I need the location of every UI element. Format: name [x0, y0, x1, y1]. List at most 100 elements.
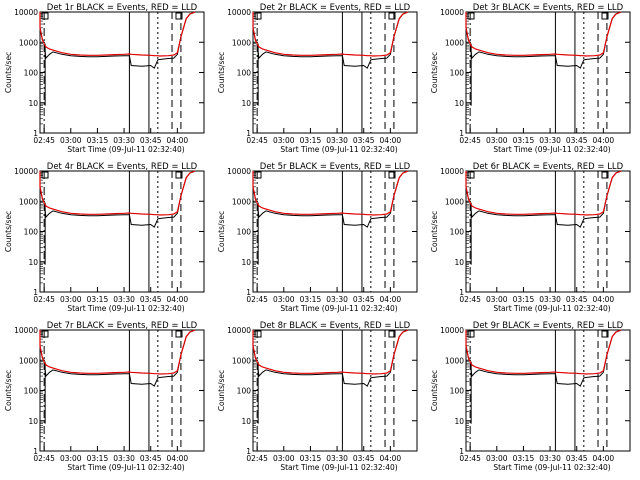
x-tick-label: 03:45 [353, 454, 375, 463]
y-tick-label: 10 [454, 258, 464, 267]
y-tick-label: 100 [237, 387, 252, 396]
y-tick-label: 10000 [440, 8, 464, 17]
lld-series-line [252, 170, 409, 216]
x-tick-label: 04:00 [167, 295, 189, 304]
top-marker [175, 330, 183, 338]
x-tick-label: 02:45 [33, 295, 55, 304]
x-tick-label: 03:30 [326, 136, 348, 145]
x-tick-label: 03:45 [353, 295, 375, 304]
y-tick-label: 100 [450, 387, 465, 396]
y-tick-label: 1 [459, 447, 464, 456]
y-tick-label: 100 [450, 69, 465, 78]
plot-frame [252, 170, 418, 293]
lld-series-line [39, 170, 196, 216]
y-tick-label: 10000 [14, 167, 38, 176]
top-marker [601, 330, 609, 338]
plot-frame [465, 170, 631, 293]
y-axis-label: Counts/sec [4, 211, 13, 252]
x-tick-label: 03:30 [113, 454, 135, 463]
plot-frame [39, 329, 205, 452]
x-tick-label: 03:30 [113, 136, 135, 145]
x-tick-label: 04:00 [380, 454, 402, 463]
x-tick-label: 03:30 [113, 295, 135, 304]
x-tick-label: 03:45 [140, 295, 162, 304]
lld-series-line [252, 11, 409, 57]
top-marker [467, 12, 475, 20]
y-tick-label: 10000 [14, 8, 38, 17]
detector-panel: Det 9r BLACK = Events, RED = LLD10000100… [430, 321, 631, 472]
y-axis-label: Counts/sec [430, 370, 439, 411]
x-tick-label: 03:30 [326, 295, 348, 304]
x-tick-label: 03:00 [60, 136, 82, 145]
y-tick-label: 1000 [19, 356, 38, 365]
top-marker [254, 330, 262, 338]
x-tick-label: 02:45 [246, 295, 268, 304]
y-tick-label: 1 [459, 129, 464, 138]
panel-title: Det 7r BLACK = Events, RED = LLD [47, 321, 198, 331]
x-axis-label: Start Time (09-Jul-11 02:32:40) [493, 463, 610, 472]
y-tick-label: 10 [28, 258, 38, 267]
x-tick-label: 03:15 [513, 295, 535, 304]
x-tick-label: 03:15 [87, 454, 109, 463]
y-tick-label: 10000 [440, 326, 464, 335]
y-tick-label: 1000 [232, 197, 251, 206]
y-tick-label: 10000 [227, 8, 251, 17]
x-axis-label: Start Time (09-Jul-11 02:32:40) [493, 304, 610, 313]
top-marker [175, 12, 183, 20]
detector-panel: Det 4r BLACK = Events, RED = LLD10000100… [4, 162, 205, 313]
detector-panel: Det 5r BLACK = Events, RED = LLD10000100… [217, 162, 418, 313]
events-series-line [465, 329, 622, 387]
y-tick-label: 10 [241, 417, 251, 426]
x-tick-label: 04:00 [593, 454, 615, 463]
x-tick-label: 03:45 [140, 136, 162, 145]
x-tick-label: 03:30 [539, 136, 561, 145]
events-series-line [465, 11, 622, 69]
y-axis-label: Counts/sec [4, 370, 13, 411]
top-marker [175, 171, 183, 179]
plot-frame [252, 11, 418, 134]
panel-title: Det 2r BLACK = Events, RED = LLD [260, 3, 411, 13]
y-tick-label: 10 [28, 99, 38, 108]
x-tick-label: 03:45 [566, 454, 588, 463]
x-tick-label: 03:00 [486, 454, 508, 463]
y-tick-label: 10 [454, 99, 464, 108]
detector-panel: Det 3r BLACK = Events, RED = LLD10000100… [430, 3, 631, 154]
y-tick-label: 1 [246, 447, 251, 456]
y-tick-label: 100 [237, 228, 252, 237]
top-marker [254, 171, 262, 179]
x-tick-label: 04:00 [593, 295, 615, 304]
detector-panel: Det 8r BLACK = Events, RED = LLD10000100… [217, 321, 418, 472]
y-tick-label: 100 [24, 387, 39, 396]
x-axis-label: Start Time (09-Jul-11 02:32:40) [280, 463, 397, 472]
y-tick-label: 1000 [232, 38, 251, 47]
y-tick-label: 1000 [19, 197, 38, 206]
lld-series-line [252, 329, 409, 375]
panel-title: Det 4r BLACK = Events, RED = LLD [47, 162, 198, 172]
y-axis-label: Counts/sec [430, 52, 439, 93]
events-series-line [39, 11, 196, 69]
events-series-line [252, 11, 409, 69]
top-marker [388, 12, 396, 20]
y-tick-label: 1 [459, 288, 464, 297]
panel-title: Det 8r BLACK = Events, RED = LLD [260, 321, 411, 331]
y-tick-label: 100 [450, 228, 465, 237]
y-tick-label: 1000 [445, 197, 464, 206]
top-marker [388, 330, 396, 338]
x-tick-label: 02:45 [459, 136, 481, 145]
y-tick-label: 1000 [445, 38, 464, 47]
detector-panel: Det 6r BLACK = Events, RED = LLD10000100… [430, 162, 631, 313]
events-series-line [39, 329, 196, 387]
y-axis-label: Counts/sec [217, 52, 226, 93]
x-tick-label: 03:00 [273, 136, 295, 145]
top-marker [467, 171, 475, 179]
lld-series-line [465, 329, 622, 375]
y-tick-label: 100 [24, 69, 39, 78]
y-tick-label: 100 [24, 228, 39, 237]
y-tick-label: 1000 [19, 38, 38, 47]
x-tick-label: 03:30 [326, 454, 348, 463]
x-tick-label: 03:45 [566, 295, 588, 304]
events-series-line [252, 329, 409, 387]
x-axis-label: Start Time (09-Jul-11 02:32:40) [67, 145, 184, 154]
y-tick-label: 1000 [232, 356, 251, 365]
